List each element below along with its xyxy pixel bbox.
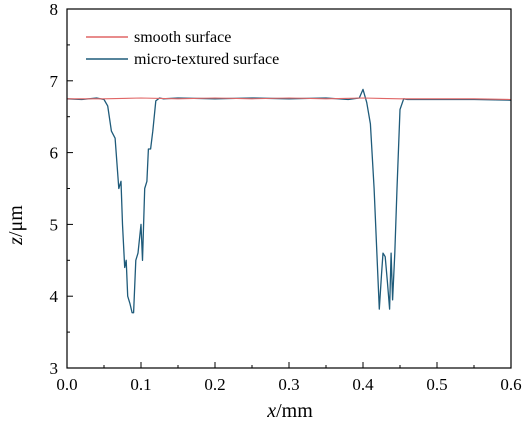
y-tick-label: 7 — [50, 72, 59, 91]
y-axis-label: z/μm — [5, 205, 27, 246]
y-tick-label: 3 — [50, 359, 59, 378]
x-tick-label: 0.1 — [130, 375, 151, 394]
legend: smooth surface micro-textured surface — [86, 29, 279, 68]
legend-label-micro-textured-surface: micro-textured surface — [134, 51, 279, 68]
y-tick-label: 4 — [50, 287, 59, 306]
axis-ticks: 0.0 0.1 0.2 0.3 0.4 0.5 0.6 3 4 5 6 7 8 — [50, 0, 522, 394]
x-tick-label: 0.3 — [278, 375, 299, 394]
legend-label-smooth-surface: smooth surface — [134, 29, 231, 46]
x-tick-label: 0.4 — [352, 375, 374, 394]
plot-frame — [66, 8, 512, 369]
x-tick-label: 0.2 — [204, 375, 225, 394]
y-tick-label: 6 — [50, 144, 59, 163]
x-tick-label: 0.0 — [56, 375, 77, 394]
x-axis-label: x/mm — [266, 400, 313, 422]
series-layer — [66, 88, 512, 314]
x-tick-label: 0.6 — [500, 375, 521, 394]
series-line-micro-textured-surface — [66, 88, 512, 314]
y-tick-label: 8 — [50, 0, 59, 19]
y-tick-label: 5 — [50, 215, 59, 234]
x-tick-label: 0.5 — [426, 375, 447, 394]
series-line-smooth-surface — [67, 97, 512, 101]
